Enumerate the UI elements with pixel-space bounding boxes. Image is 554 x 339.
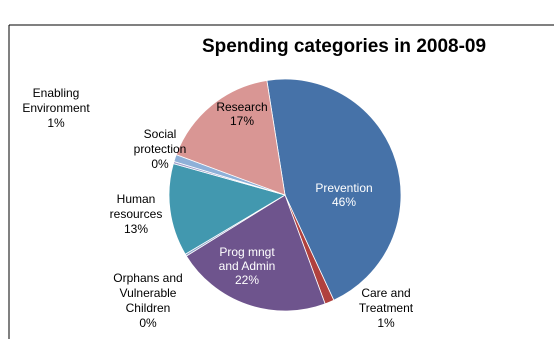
slice-percent: 13% [124, 222, 148, 236]
slice-label-progmngt: Prog mngt and Admin 22% [219, 245, 276, 287]
slice-percent: 17% [230, 114, 254, 128]
slice-name-line: Vulnerable [120, 286, 177, 300]
slice-name-line: Children [126, 301, 171, 315]
slice-label-prevention: Prevention 46% [315, 181, 372, 209]
slice-label-social: Social protection 0% [134, 127, 187, 171]
slice-name-line: Research [216, 100, 267, 114]
slice-name-line: Care and [361, 286, 410, 300]
slice-name-line: Human [117, 192, 156, 206]
slice-percent: 0% [151, 157, 169, 171]
pie-slice-research [175, 79, 286, 196]
slice-label-research: Research 17% [216, 100, 267, 128]
slice-name-line: Prog mngt [219, 245, 275, 259]
slice-percent: 1% [47, 116, 65, 130]
slice-percent: 1% [377, 316, 395, 330]
slice-name-line: Social [144, 127, 177, 141]
pie-slice-human [168, 163, 287, 255]
slice-percent: 22% [235, 273, 259, 287]
slice-label-orphans: Orphans and Vulnerable Children 0% [113, 271, 182, 330]
slice-name-line: protection [134, 142, 187, 156]
slice-percent: 0% [139, 316, 157, 330]
pie-slice-progmngt [185, 194, 326, 312]
slice-name-line: Treatment [359, 301, 414, 315]
slice-name-line: Enabling [33, 86, 80, 100]
slice-name-line: Prevention [315, 181, 372, 195]
slice-name-line: Orphans and [113, 271, 182, 285]
slice-name-line: resources [110, 207, 163, 221]
pie-slices [168, 78, 402, 312]
slice-name-line: Environment [22, 101, 90, 115]
pie-slice-prevention [266, 78, 402, 301]
slice-label-care: Care and Treatment 1% [359, 286, 414, 330]
slice-label-enabling: Enabling Environment 1% [22, 86, 90, 130]
slice-label-human: Human resources 13% [110, 192, 163, 236]
chart-title: Spending categories in 2008-09 [202, 36, 486, 57]
slice-name-line: and Admin [219, 259, 276, 273]
slice-percent: 46% [332, 195, 356, 209]
pie-labels: Prevention 46%Care and Treatment 1%Prog mng… [22, 86, 413, 330]
